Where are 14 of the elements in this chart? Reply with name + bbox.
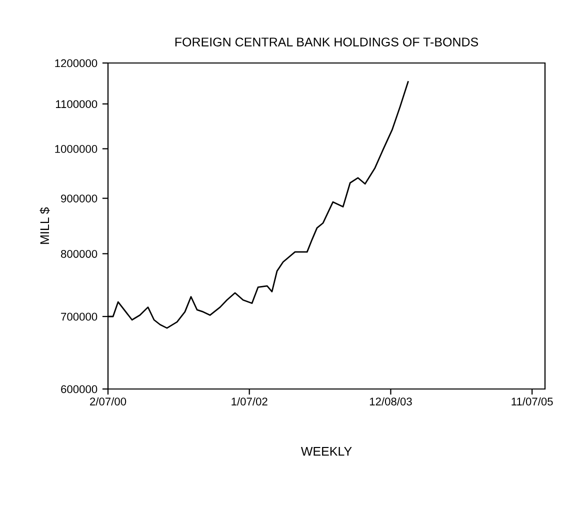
y-tick-label: 700000 xyxy=(61,312,98,321)
x-tick-label: 11/07/05 xyxy=(512,397,553,406)
y-tick-label: 1000000 xyxy=(55,145,98,153)
y-tick-label: 600000 xyxy=(61,385,98,394)
x-axis-title: WEEKLY xyxy=(300,447,352,456)
y-axis-title: MILL $ xyxy=(40,207,50,244)
x-tick-label: 2/07/00 xyxy=(90,397,126,406)
x-tick-label: 1/07/02 xyxy=(232,397,268,406)
y-tick-label: 1200000 xyxy=(55,59,98,68)
chart-title: FOREIGN CENTRAL BANK HOLDINGS OF T-BONDS xyxy=(175,38,478,46)
x-tick-label: 12/08/03 xyxy=(370,397,412,406)
y-tick-label: 800000 xyxy=(60,250,98,258)
y-tick-label: 1100000 xyxy=(56,100,98,108)
y-tick-label: 900000 xyxy=(61,194,98,202)
